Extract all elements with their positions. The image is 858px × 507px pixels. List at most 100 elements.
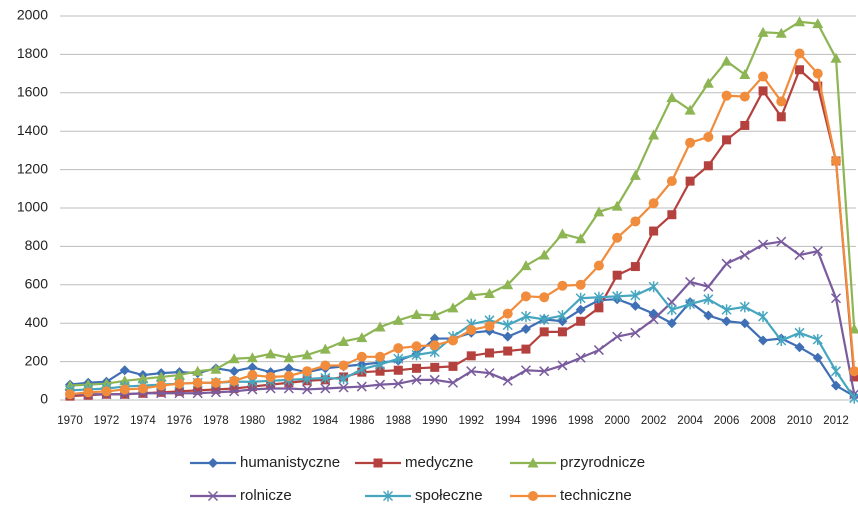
marker <box>575 352 586 363</box>
marker <box>849 372 858 382</box>
legend-label: techniczne <box>560 487 632 504</box>
marker <box>101 386 112 397</box>
x-tick-label: 1984 <box>313 415 339 427</box>
marker <box>119 365 130 376</box>
marker <box>794 327 805 339</box>
marker <box>539 327 549 337</box>
x-tick-label: 2008 <box>750 415 776 427</box>
marker <box>429 340 440 351</box>
series <box>65 65 858 401</box>
marker <box>557 360 568 371</box>
x-tick-label: 1996 <box>531 415 557 427</box>
marker <box>448 335 458 346</box>
x-tick-label: 1994 <box>495 415 521 427</box>
marker <box>758 86 768 96</box>
marker <box>684 104 696 115</box>
marker <box>593 260 604 271</box>
marker <box>527 457 539 468</box>
x-tick-label: 1972 <box>94 415 120 427</box>
marker <box>429 310 441 321</box>
marker <box>812 68 823 79</box>
marker <box>520 323 531 334</box>
y-tick-label: 600 <box>25 276 49 292</box>
series-line <box>69 285 856 399</box>
marker <box>575 304 586 315</box>
marker <box>411 341 422 352</box>
marker <box>757 26 769 37</box>
y-tick-label: 1000 <box>17 199 48 215</box>
series <box>64 281 858 404</box>
legend-label: humanistyczne <box>240 454 340 471</box>
marker <box>648 314 659 325</box>
marker <box>758 239 769 250</box>
marker <box>575 292 586 304</box>
marker <box>374 321 386 332</box>
x-tick-label: 2006 <box>714 415 740 427</box>
y-tick-label: 1400 <box>17 122 48 138</box>
series-line <box>69 51 856 396</box>
x-tick-label: 2012 <box>823 415 849 427</box>
marker <box>228 353 240 364</box>
y-tick-label: 2000 <box>17 7 48 23</box>
marker <box>229 383 239 393</box>
marker <box>612 331 623 342</box>
marker <box>685 137 696 148</box>
marker <box>502 308 513 319</box>
marker <box>229 366 240 377</box>
marker <box>539 292 550 303</box>
marker <box>812 334 823 346</box>
marker <box>193 385 203 395</box>
marker <box>320 360 331 371</box>
y-tick-label: 1200 <box>17 160 48 176</box>
y-tick-label: 800 <box>25 237 49 253</box>
marker <box>338 360 349 371</box>
marker <box>466 366 477 377</box>
marker <box>393 343 404 354</box>
marker <box>356 363 367 375</box>
marker <box>247 370 258 381</box>
y-tick-label: 1600 <box>17 84 48 100</box>
marker <box>393 378 404 389</box>
marker <box>703 161 713 171</box>
x-tick-label: 1978 <box>203 415 229 427</box>
marker <box>520 310 531 322</box>
marker <box>246 352 258 363</box>
marker <box>703 293 714 305</box>
marker <box>593 291 604 303</box>
x-tick-label: 1974 <box>130 415 156 427</box>
marker <box>666 304 677 316</box>
marker <box>612 270 622 280</box>
marker <box>721 304 732 316</box>
marker <box>557 280 568 291</box>
marker <box>538 249 550 260</box>
marker <box>830 365 842 377</box>
series <box>64 16 858 391</box>
marker <box>776 112 786 122</box>
marker <box>739 91 750 102</box>
marker <box>594 303 604 313</box>
marker <box>556 228 568 239</box>
marker <box>156 388 167 399</box>
marker <box>411 309 423 320</box>
marker <box>229 375 240 386</box>
marker <box>174 378 185 389</box>
marker <box>575 279 586 290</box>
x-tick-label: 1998 <box>568 415 594 427</box>
marker <box>302 366 313 377</box>
marker <box>392 314 404 325</box>
marker <box>283 371 294 381</box>
x-tick-label: 1980 <box>240 415 266 427</box>
marker <box>721 258 732 269</box>
marker <box>557 327 567 337</box>
marker <box>210 363 222 374</box>
marker <box>466 324 477 335</box>
marker <box>173 369 185 380</box>
marker <box>319 343 331 354</box>
marker <box>210 377 221 388</box>
x-tick-label: 2000 <box>604 415 630 427</box>
marker <box>812 246 823 257</box>
marker <box>320 383 331 394</box>
marker <box>356 351 367 362</box>
marker <box>137 373 149 384</box>
marker <box>630 262 640 272</box>
